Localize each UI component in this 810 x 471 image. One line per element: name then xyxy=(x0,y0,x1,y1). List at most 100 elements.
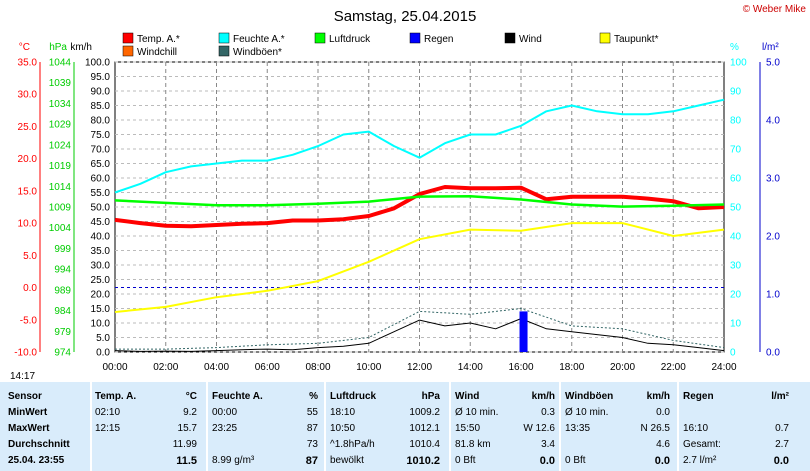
table-cell: 8.99 g/m³ xyxy=(212,455,255,466)
legend-swatch xyxy=(122,45,134,57)
table-cell: Ø 10 min. xyxy=(565,407,609,418)
temp-axis-tick: 15.0 xyxy=(18,186,38,197)
table-cell: 81.8 km xyxy=(455,439,491,450)
wind-axis-tick: 30.0 xyxy=(91,261,111,272)
table-cell: 87 xyxy=(306,423,318,434)
wind-axis-tick: 80.0 xyxy=(91,116,111,127)
x-tick-label: 12:00 xyxy=(407,362,432,372)
humidity-axis-tick: 80 xyxy=(730,116,742,127)
copyright-label[interactable]: © Weber Mike xyxy=(743,4,807,15)
wind-axis-tick: 5.0 xyxy=(96,333,110,344)
series-line xyxy=(115,308,725,350)
wind-axis-tick: 70.0 xyxy=(91,145,111,156)
wind-axis-tick: 20.0 xyxy=(91,290,111,301)
table-header-cell: km/h xyxy=(531,391,555,402)
table-header-cell: km/h xyxy=(646,391,670,402)
table-row-label: MinWert xyxy=(8,407,48,418)
table-cell: 15:50 xyxy=(455,423,481,434)
temp-axis-tick: 0.0 xyxy=(23,283,37,294)
table-row-label: MaxWert xyxy=(8,423,50,434)
table-cell: 15.7 xyxy=(177,423,197,434)
wind-axis-tick: 0.0 xyxy=(96,348,110,359)
table-cell: 0.3 xyxy=(541,407,555,418)
wind-axis-tick: 15.0 xyxy=(91,304,111,315)
series-line xyxy=(114,194,725,208)
temp-axis-tick: 5.0 xyxy=(23,251,37,262)
table-cell: W 12.6 xyxy=(523,423,555,434)
table-cell: 0 Bft xyxy=(455,455,476,466)
wind-axis-tick: 75.0 xyxy=(91,130,111,141)
table-cell: 1010.2 xyxy=(406,455,440,467)
humidity-axis-tick: 10 xyxy=(730,319,742,330)
x-tick-label: 06:00 xyxy=(255,362,280,372)
table-cell: 0.7 xyxy=(775,423,789,434)
legend-label: Temp. A.* xyxy=(137,34,180,45)
table-header-cell: l/m² xyxy=(771,391,789,402)
pressure-axis-tick: 1009 xyxy=(49,203,72,214)
table-cell: 02:10 xyxy=(95,407,121,418)
rain-axis-tick: 5.0 xyxy=(766,58,780,69)
table-cell: N 26.5 xyxy=(640,423,670,434)
table-cell: 16:10 xyxy=(683,423,709,434)
table-cell: 18:10 xyxy=(330,407,356,418)
table-header-cell: °C xyxy=(185,391,197,402)
table-cell: 0 Bft xyxy=(565,455,586,466)
table-cell: ^1.8hPa/h xyxy=(330,439,375,450)
legend-label: Regen xyxy=(424,34,453,45)
table-cell: 12:15 xyxy=(95,423,121,434)
table-cell: 11.99 xyxy=(172,439,197,450)
humidity-axis-tick: 100 xyxy=(730,58,747,69)
rain-axis-tick: 2.0 xyxy=(766,232,780,243)
table-row-label: Durchschnitt xyxy=(8,439,70,450)
wind-axis-unit: km/h xyxy=(70,42,92,53)
table-cell: 10:50 xyxy=(330,423,356,434)
table-header-cell: Temp. A. xyxy=(95,391,137,402)
pressure-axis-tick: 999 xyxy=(54,244,71,255)
table-cell: 1010.4 xyxy=(409,439,440,450)
x-tick-label: 16:00 xyxy=(508,362,533,372)
table-cell: 11.5 xyxy=(176,455,197,467)
wind-axis-tick: 100.0 xyxy=(85,58,110,69)
pressure-axis-tick: 984 xyxy=(54,306,71,317)
table-separator xyxy=(90,382,92,471)
pressure-axis-tick: 1004 xyxy=(49,223,72,234)
table-cell: Ø 10 min. xyxy=(455,407,499,418)
temp-axis-tick: 20.0 xyxy=(18,154,38,165)
x-tick-label: 02:00 xyxy=(153,362,178,372)
temp-axis-tick: 35.0 xyxy=(18,58,38,69)
pressure-axis-tick: 979 xyxy=(54,327,71,338)
x-tick-label: 20:00 xyxy=(610,362,635,372)
legend-label: Wind xyxy=(519,34,542,45)
series-line xyxy=(114,318,725,352)
table-separator xyxy=(206,382,208,471)
humidity-axis-tick: 30 xyxy=(730,261,742,272)
table-cell: Gesamt: xyxy=(683,439,721,450)
legend-swatch xyxy=(218,32,230,44)
temp-axis-tick: 30.0 xyxy=(18,90,38,101)
table-cell: 0.0 xyxy=(656,407,670,418)
rain-axis-tick: 3.0 xyxy=(766,174,780,185)
table-cell: 0.0 xyxy=(539,455,555,467)
pressure-axis-tick: 1044 xyxy=(49,58,72,69)
legend-label: Windböen* xyxy=(233,47,282,58)
x-tick-label: 00:00 xyxy=(102,362,127,372)
rain-axis-tick: 4.0 xyxy=(766,116,780,127)
table-cell: 55 xyxy=(306,407,318,418)
x-tick-label: 10:00 xyxy=(356,362,381,372)
status-row: 14:17 xyxy=(0,372,810,382)
legend-swatch xyxy=(599,32,611,44)
legend-label: Luftdruck xyxy=(329,34,371,45)
legend-swatch xyxy=(504,32,516,44)
pressure-axis-tick: 974 xyxy=(54,348,71,359)
table-header-cell: Wind xyxy=(455,391,480,402)
humidity-axis-tick: 40 xyxy=(730,232,742,243)
table-cell: 0.0 xyxy=(654,455,670,467)
table-cell: 9.2 xyxy=(183,407,197,418)
legend-label: Feuchte A.* xyxy=(233,34,285,45)
wind-axis-tick: 10.0 xyxy=(91,319,111,330)
temp-axis-tick: 25.0 xyxy=(18,122,38,133)
wind-axis-tick: 90.0 xyxy=(91,87,111,98)
pressure-axis-tick: 1019 xyxy=(49,161,72,172)
pressure-axis-tick: 1014 xyxy=(49,182,72,193)
legend-label: Windchill xyxy=(137,47,177,58)
